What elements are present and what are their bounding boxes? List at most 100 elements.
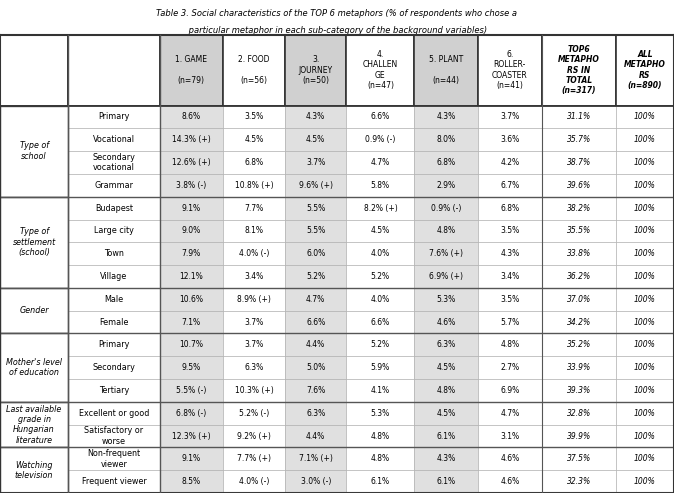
Text: 8.5%: 8.5%	[182, 477, 201, 486]
Bar	[616, 402, 674, 424]
Bar	[478, 197, 541, 219]
Bar	[160, 333, 223, 356]
Text: 37.5%: 37.5%	[567, 455, 591, 463]
Text: Town: Town	[104, 249, 124, 258]
Text: 38.7%: 38.7%	[567, 158, 591, 167]
Text: 3.4%: 3.4%	[245, 272, 264, 281]
Text: 3.5%: 3.5%	[500, 226, 520, 236]
Bar	[68, 243, 160, 265]
Text: 6.7%: 6.7%	[500, 181, 520, 190]
Text: 5.3%: 5.3%	[371, 409, 390, 418]
Text: Male: Male	[104, 295, 123, 304]
Text: 4.6%: 4.6%	[500, 477, 520, 486]
Bar	[541, 402, 616, 424]
Bar	[68, 128, 160, 151]
Text: 10.7%: 10.7%	[179, 340, 204, 350]
Text: 5.8%: 5.8%	[371, 181, 390, 190]
Bar	[68, 219, 160, 243]
Text: 100%: 100%	[634, 181, 656, 190]
Bar	[68, 265, 160, 288]
Bar	[223, 470, 285, 493]
Bar	[478, 424, 541, 448]
Bar	[541, 151, 616, 174]
Text: Frequent viewer: Frequent viewer	[82, 477, 146, 486]
Text: 3.8% (-): 3.8% (-)	[176, 181, 206, 190]
Text: 35.7%: 35.7%	[567, 135, 591, 144]
Bar	[415, 311, 478, 333]
Text: Gender: Gender	[20, 306, 49, 315]
Text: 35.2%: 35.2%	[567, 340, 591, 350]
Text: 3.5%: 3.5%	[245, 112, 264, 121]
Text: 5.2%: 5.2%	[371, 272, 390, 281]
Bar	[478, 402, 541, 424]
Bar	[346, 35, 415, 106]
Text: 1. GAME

(n=79): 1. GAME (n=79)	[175, 55, 208, 85]
Bar	[478, 174, 541, 197]
Text: 6.3%: 6.3%	[437, 340, 456, 350]
Bar	[160, 197, 223, 219]
Text: 100%: 100%	[634, 386, 656, 395]
Text: 4.7%: 4.7%	[306, 295, 326, 304]
Text: 100%: 100%	[634, 226, 656, 236]
Text: 10.8% (+): 10.8% (+)	[235, 181, 274, 190]
Bar	[616, 128, 674, 151]
Text: 100%: 100%	[634, 158, 656, 167]
Bar	[0, 35, 68, 106]
Text: 4.5%: 4.5%	[371, 226, 390, 236]
Text: 3.7%: 3.7%	[500, 112, 520, 121]
Bar	[616, 243, 674, 265]
Text: 4.8%: 4.8%	[437, 226, 456, 236]
Text: 4.5%: 4.5%	[437, 363, 456, 372]
Bar	[285, 424, 346, 448]
Text: 100%: 100%	[634, 295, 656, 304]
Bar	[478, 288, 541, 311]
Bar	[285, 35, 346, 106]
Bar	[541, 197, 616, 219]
Bar	[541, 356, 616, 379]
Bar	[616, 356, 674, 379]
Bar	[346, 379, 415, 402]
Bar	[223, 288, 285, 311]
Bar	[346, 219, 415, 243]
Bar	[285, 243, 346, 265]
Bar	[68, 356, 160, 379]
Bar	[616, 333, 674, 356]
Text: 4.8%: 4.8%	[371, 455, 390, 463]
Bar	[160, 174, 223, 197]
Bar	[541, 333, 616, 356]
Bar	[346, 106, 415, 128]
Text: 9.1%: 9.1%	[182, 455, 201, 463]
Text: 7.6% (+): 7.6% (+)	[429, 249, 463, 258]
Text: 4.5%: 4.5%	[437, 409, 456, 418]
Bar	[68, 448, 160, 470]
Text: 8.0%: 8.0%	[437, 135, 456, 144]
Bar	[541, 265, 616, 288]
Text: 6.3%: 6.3%	[245, 363, 264, 372]
Bar	[346, 243, 415, 265]
Text: 3.5%: 3.5%	[500, 295, 520, 304]
Text: 4.0% (-): 4.0% (-)	[239, 477, 270, 486]
Bar	[346, 288, 415, 311]
Bar	[415, 333, 478, 356]
Bar	[415, 128, 478, 151]
Text: 5.5% (-): 5.5% (-)	[176, 386, 206, 395]
Bar	[160, 424, 223, 448]
Bar	[346, 333, 415, 356]
Bar	[346, 174, 415, 197]
Bar	[223, 424, 285, 448]
Bar	[223, 311, 285, 333]
Bar	[223, 265, 285, 288]
Text: 2.9%: 2.9%	[437, 181, 456, 190]
Text: 34.2%: 34.2%	[567, 317, 591, 326]
Text: 4.3%: 4.3%	[500, 249, 520, 258]
Bar	[223, 197, 285, 219]
Text: 5.5%: 5.5%	[306, 204, 326, 212]
Text: 6.6%: 6.6%	[371, 112, 390, 121]
Text: 6.6%: 6.6%	[371, 317, 390, 326]
Text: 9.6% (+): 9.6% (+)	[299, 181, 333, 190]
Text: 39.9%: 39.9%	[567, 431, 591, 441]
Bar	[616, 424, 674, 448]
Text: 6.8%: 6.8%	[437, 158, 456, 167]
Bar	[285, 333, 346, 356]
Bar	[616, 265, 674, 288]
